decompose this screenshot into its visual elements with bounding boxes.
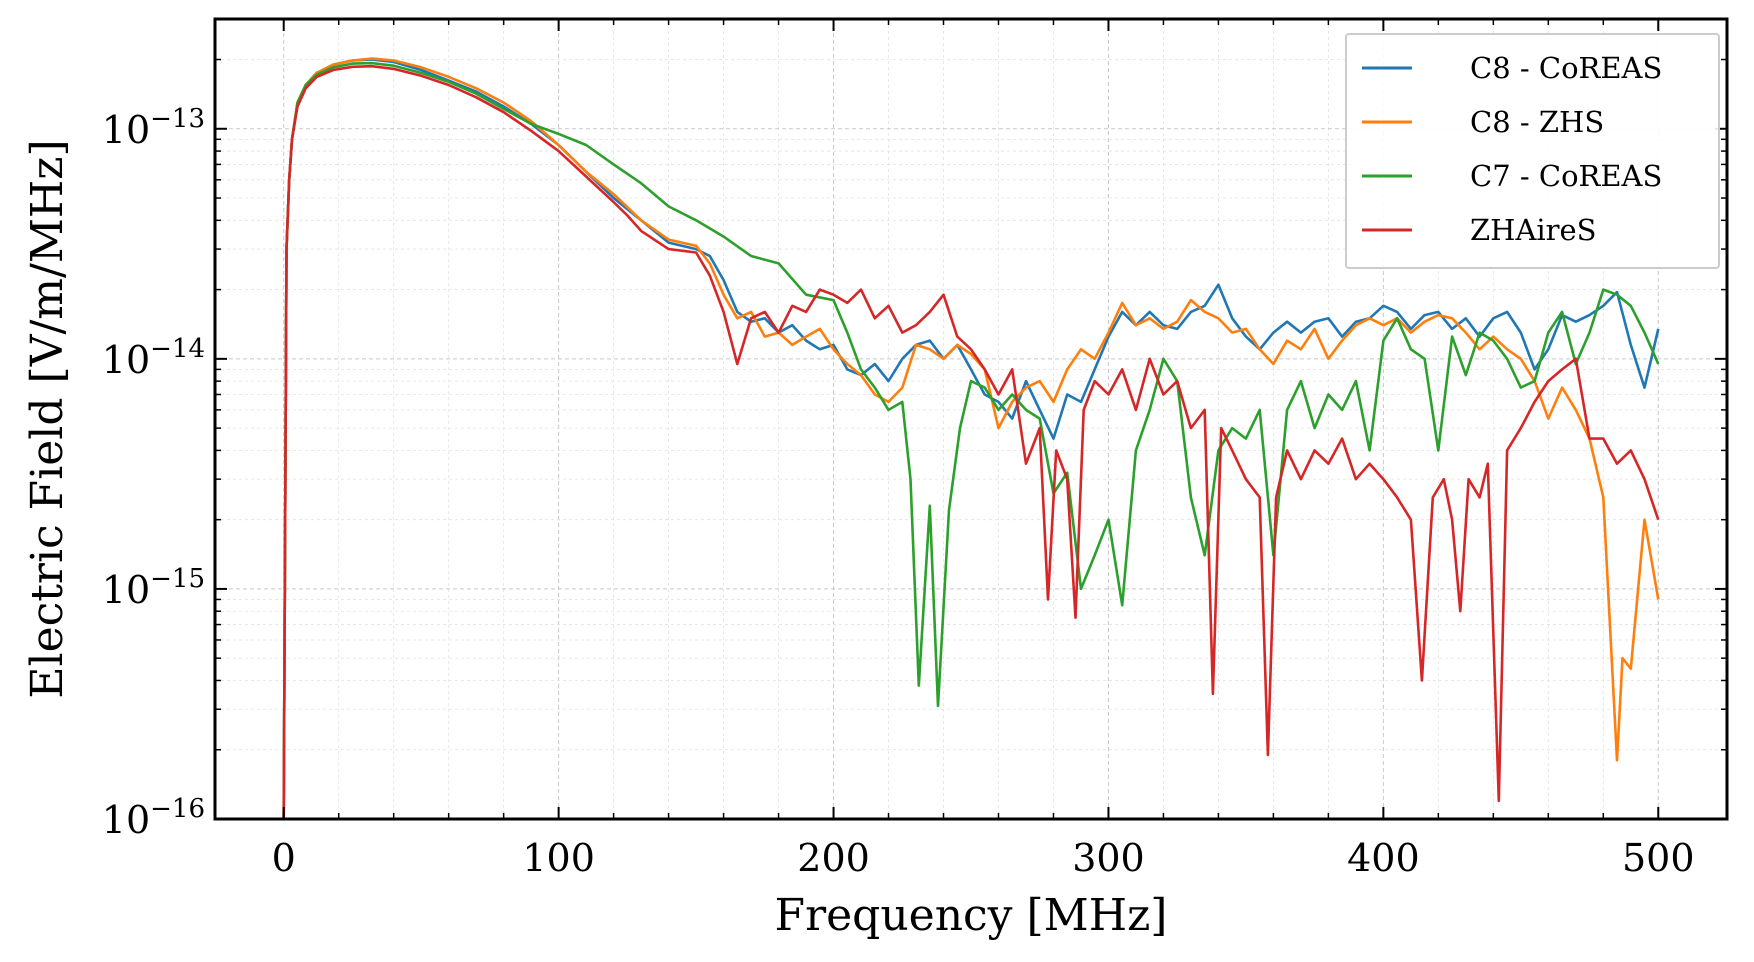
series-line bbox=[282, 58, 1660, 820]
legend-label: C8 - ZHS bbox=[1470, 105, 1604, 139]
legend-box bbox=[1345, 33, 1720, 269]
legend-entry: C8 - CoREAS bbox=[1362, 51, 1662, 85]
x-tick-label: 500 bbox=[1622, 836, 1695, 880]
y-tick-label: 10−15 bbox=[102, 564, 205, 612]
y-tick-exponent: −15 bbox=[150, 564, 205, 594]
series-line bbox=[282, 64, 1660, 820]
series-line bbox=[282, 57, 1660, 820]
y-tick-exponent: −16 bbox=[150, 794, 205, 824]
y-tick-exponent: −14 bbox=[150, 334, 205, 364]
x-axis-label: Frequency [MHz] bbox=[775, 890, 1168, 941]
y-tick-label: 10−16 bbox=[102, 794, 205, 842]
x-tick-label: 400 bbox=[1347, 836, 1420, 880]
x-tick-label: 300 bbox=[1072, 836, 1145, 880]
y-tick-base: 10 bbox=[102, 798, 150, 842]
y-axis-label: Electric Field [V/m/MHz] bbox=[22, 139, 73, 698]
y-tick-base: 10 bbox=[102, 338, 150, 382]
x-tick-label: 100 bbox=[522, 836, 595, 880]
y-tick-labels: 10−16 10−15 10−14 10−13 bbox=[102, 104, 205, 842]
series-layer bbox=[282, 57, 1660, 820]
legend: C8 - CoREAS C8 - ZHS C7 - CoREAS ZHAireS bbox=[1345, 33, 1720, 269]
y-tick-label: 10−13 bbox=[102, 104, 205, 152]
grid bbox=[215, 19, 1727, 820]
y-tick-label: 10−14 bbox=[102, 334, 205, 382]
y-tick-base: 10 bbox=[102, 108, 150, 152]
x-tick-labels: 0 100 200 300 400 500 bbox=[272, 836, 1695, 880]
y-tick-base: 10 bbox=[102, 568, 150, 612]
legend-entry: C8 - ZHS bbox=[1362, 105, 1604, 139]
legend-entry: ZHAireS bbox=[1362, 213, 1597, 247]
x-tick-label: 0 bbox=[272, 836, 296, 880]
y-tick-exponent: −13 bbox=[150, 104, 205, 134]
legend-entry: C7 - CoREAS bbox=[1362, 159, 1662, 193]
legend-label: ZHAireS bbox=[1470, 213, 1597, 247]
legend-label: C8 - CoREAS bbox=[1470, 51, 1662, 85]
legend-label: C7 - CoREAS bbox=[1470, 159, 1662, 193]
x-tick-label: 200 bbox=[797, 836, 870, 880]
plot-frame bbox=[213, 17, 1729, 821]
